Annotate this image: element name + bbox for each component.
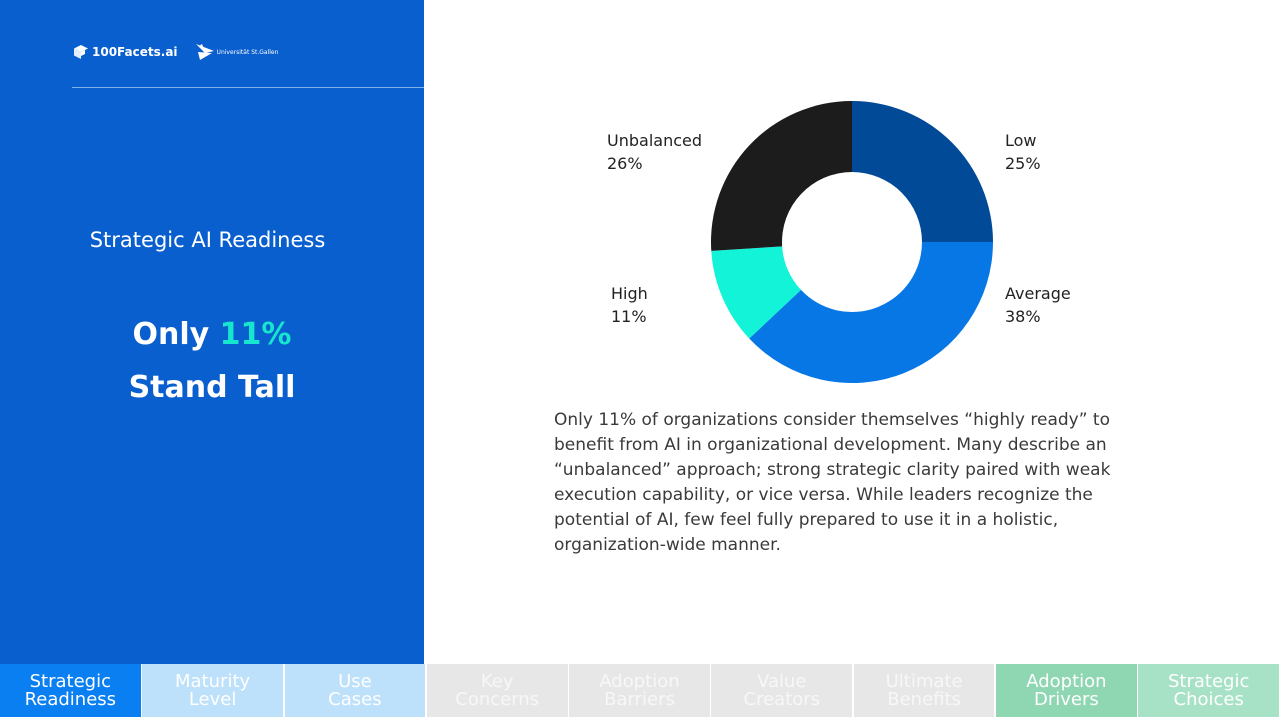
nav-tab-label: Strategic Readiness — [24, 670, 117, 710]
nav-tab-label: Adoption Drivers — [1026, 670, 1107, 710]
university-crest-icon — [195, 44, 214, 60]
header-divider — [72, 87, 424, 88]
slice-label-average: Average — [1005, 284, 1071, 303]
nav-tab-label-line2: Level — [188, 688, 237, 710]
nav-tab-label-line2: Cases — [328, 688, 382, 710]
nav-tab-label: Ultimate Benefits — [885, 670, 963, 710]
nav-tab-label-line1: Adoption — [599, 670, 680, 692]
slice-label-unbalanced: Unbalanced — [607, 131, 702, 150]
slice-label-high: High — [611, 284, 648, 303]
slice-value-average: 38% — [1005, 307, 1041, 326]
nav-tab-use-cases[interactable]: Use Cases — [284, 664, 426, 717]
nav-tab-adoption-barriers[interactable]: Adoption Barriers — [569, 664, 710, 717]
body-text: Only 11% of organizations consider thems… — [554, 410, 1111, 555]
nav-tab-label-line2: Drivers — [1033, 688, 1099, 710]
donut-svg: Low 25% Average 38% High 11% Unbalanced 26% — [607, 101, 1071, 383]
left-panel: 100Facets.ai Universität St.Gallen Strat… — [0, 0, 424, 664]
nav-tab-adoption-drivers[interactable]: Adoption Drivers — [996, 664, 1137, 717]
nav-tab-label: Adoption Barriers — [599, 670, 680, 710]
nav-tab-strategic-choices[interactable]: Strategic Choices — [1138, 664, 1279, 717]
nav-tab-label: Strategic Choices — [1167, 670, 1250, 710]
nav-tab-value-creators[interactable]: Value Creators — [711, 664, 853, 717]
headline-accent: 11% — [219, 317, 292, 352]
headline-line-2: Stand Tall — [128, 370, 296, 405]
nav-tab-label-line2: Readiness — [24, 688, 117, 710]
nav-tab-maturity-level[interactable]: Maturity Level — [142, 664, 283, 717]
nav-tab-label-line1: Maturity — [175, 670, 251, 692]
slice-value-low: 25% — [1005, 154, 1041, 173]
donut-slice-average — [749, 242, 993, 383]
nav-tab-label-line1: Ultimate — [885, 670, 963, 692]
nav-tab-strategic-readiness[interactable]: Strategic Readiness — [0, 664, 141, 717]
nav-tab-label: Value Creators — [743, 670, 821, 710]
nav-tab-label-line2: Barriers — [604, 688, 675, 710]
section-title: Strategic AI Readiness — [89, 228, 326, 252]
donut-slice-unbalanced — [711, 101, 852, 251]
logo-university: Universität St.Gallen — [216, 48, 279, 56]
nav-tab-label: Maturity Level — [175, 670, 251, 710]
nav-tab-label-line2: Benefits — [887, 688, 961, 710]
logo-100facets: 100Facets.ai — [92, 45, 178, 59]
nav-tab-label-line1: Use — [338, 670, 372, 692]
nav-tab-label-line1: Strategic — [1167, 670, 1250, 692]
headline-prefix: Only — [132, 317, 220, 352]
slice-label-low: Low — [1005, 131, 1037, 150]
slice-value-high: 11% — [611, 307, 647, 326]
nav-tab-label: Key Concerns — [455, 670, 540, 710]
nav-tab-key-concerns[interactable]: Key Concerns — [426, 664, 568, 717]
readiness-donut-chart: Low 25% Average 38% High 11% Unbalanced 26% — [560, 90, 1140, 400]
donut-slice-high — [711, 246, 801, 339]
nav-tab-label-line2: Choices — [1173, 688, 1244, 710]
headline-line-1: Only 11% — [0, 308, 424, 361]
nav-tab-label-line1: Strategic — [29, 670, 111, 692]
donut-slice-low — [852, 101, 993, 242]
bottom-nav: Strategic Readiness Maturity Level Use Cases K… — [0, 664, 1279, 720]
nav-tab-ultimate-benefits[interactable]: Ultimate Benefits — [853, 664, 995, 717]
logo-row: 100Facets.ai Universität St.Gallen — [74, 44, 278, 60]
slice-value-unbalanced: 26% — [607, 154, 643, 173]
nav-tab-label: Use Cases — [328, 670, 382, 710]
nav-tab-label-line1: Value — [757, 670, 807, 692]
nav-tab-label-line1: Key — [480, 670, 514, 692]
nav-tab-label-line1: Adoption — [1026, 670, 1107, 692]
nav-tab-label-line2: Creators — [743, 688, 821, 710]
nav-tab-label-line2: Concerns — [455, 688, 540, 710]
headline: Only 11% Stand Tall — [0, 308, 424, 414]
cube-logo-icon — [74, 45, 88, 59]
